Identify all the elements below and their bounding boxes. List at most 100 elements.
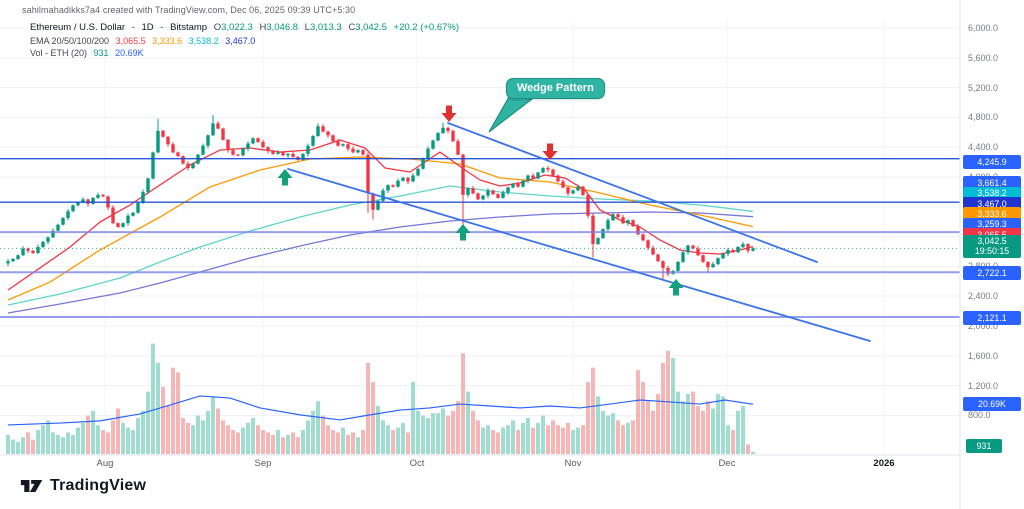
volume-bar bbox=[421, 415, 425, 454]
volume-legend-row[interactable]: Vol - ETH (20) 931 20.69K bbox=[30, 47, 459, 60]
volume-bar bbox=[136, 418, 140, 454]
volume-bar bbox=[96, 425, 100, 454]
tradingview-logo-text: TradingView bbox=[50, 477, 147, 494]
volume-bar bbox=[101, 430, 105, 454]
time-axis-label-nov[interactable]: Nov bbox=[564, 458, 582, 469]
interval-label[interactable]: 1D bbox=[141, 22, 154, 33]
price-tick-label: 2,400.0 bbox=[968, 291, 999, 302]
volume-bar bbox=[166, 406, 170, 454]
volume-bar bbox=[721, 396, 725, 454]
candle-body bbox=[631, 220, 635, 227]
volume-bar bbox=[346, 434, 350, 454]
volume-bar bbox=[716, 394, 720, 454]
price-level-badge: 2,121.1 bbox=[963, 311, 1021, 325]
candle-body bbox=[686, 245, 690, 253]
price-tick-label: 1,600.0 bbox=[968, 350, 999, 361]
price-axis[interactable]: 6,000.05,600.05,200.04,800.04,400.04,000… bbox=[960, 0, 1024, 509]
candle-body bbox=[366, 154, 370, 194]
candle-body bbox=[336, 141, 340, 146]
candle-body bbox=[406, 177, 410, 182]
volume-label: Vol - ETH (20) bbox=[30, 48, 88, 58]
ema-legend-row[interactable]: EMA 20/50/100/200 3,065.5 3,333.6 3,538.… bbox=[30, 35, 459, 48]
time-axis-label-dec[interactable]: Dec bbox=[718, 458, 736, 469]
candle-body bbox=[231, 150, 235, 155]
tradingview-logo-icon bbox=[20, 480, 43, 492]
volume-bar bbox=[636, 370, 640, 454]
candle-body bbox=[586, 194, 590, 216]
tradingview-logo[interactable]: TradingView bbox=[20, 476, 146, 496]
wedge-pattern-callout[interactable]: Wedge Pattern bbox=[506, 78, 605, 99]
volume-bar bbox=[376, 406, 380, 454]
volume-bar bbox=[21, 437, 25, 454]
volume-bar bbox=[486, 425, 490, 454]
time-axis-label-oct[interactable]: Oct bbox=[409, 458, 425, 469]
volume-bar bbox=[116, 408, 120, 454]
volume-bar bbox=[16, 442, 20, 454]
candle-body bbox=[201, 145, 205, 155]
candle-body bbox=[416, 168, 420, 176]
candle-body bbox=[91, 197, 95, 204]
ema200-value: 3,467.0 bbox=[225, 35, 256, 46]
price-tick-label: 4,400.0 bbox=[968, 142, 999, 153]
volume-bar bbox=[11, 439, 15, 454]
price-tick-label: 4,800.0 bbox=[968, 112, 999, 123]
volume-bar bbox=[61, 437, 65, 454]
candle-body bbox=[751, 248, 755, 251]
price-level-badge: 3,333.6 bbox=[963, 207, 1021, 221]
volume-bar bbox=[321, 415, 325, 454]
candle-body bbox=[486, 190, 490, 196]
candle-body bbox=[156, 130, 160, 153]
volume-bar bbox=[276, 430, 280, 454]
wedge-callout-tail bbox=[488, 96, 534, 133]
candle-body bbox=[456, 141, 460, 155]
time-axis[interactable]: Aug Sep Oct Nov Dec 2026 bbox=[0, 455, 960, 475]
candle-body bbox=[566, 187, 570, 194]
volume-bar bbox=[416, 410, 420, 454]
ema-label: EMA 20/50/100/200 bbox=[30, 35, 110, 46]
ema100-line bbox=[7, 185, 754, 306]
candle-body bbox=[266, 147, 270, 151]
volume-bar bbox=[176, 372, 180, 454]
candle-body bbox=[351, 148, 355, 153]
time-axis-label-aug[interactable]: Aug bbox=[96, 458, 114, 469]
volume-bar bbox=[476, 420, 480, 454]
volume-bar bbox=[701, 410, 705, 454]
volume-bar bbox=[56, 434, 60, 454]
volume-bar bbox=[336, 432, 340, 454]
volume-bar bbox=[686, 394, 690, 454]
candle-body bbox=[646, 240, 650, 248]
candle-body bbox=[311, 136, 315, 146]
volume-bar bbox=[731, 430, 735, 454]
volume-bar bbox=[541, 415, 545, 454]
candle-body bbox=[441, 127, 445, 134]
ema20-value: 3,065.5 bbox=[115, 35, 146, 46]
candle-body bbox=[141, 191, 145, 204]
candle-body bbox=[691, 245, 695, 249]
candle-body bbox=[431, 140, 435, 149]
candle-body bbox=[666, 267, 670, 274]
time-axis-label-2026[interactable]: 2026 bbox=[873, 458, 895, 469]
volume-bar bbox=[286, 434, 290, 454]
volume-ma-value: 20.69K bbox=[115, 48, 144, 58]
volume-bar bbox=[591, 367, 595, 454]
volume-bar bbox=[351, 432, 355, 454]
high-value: 3,046.8 bbox=[266, 22, 299, 33]
volume-bar bbox=[201, 420, 205, 454]
candle-body bbox=[661, 261, 665, 268]
candle-body bbox=[81, 199, 85, 203]
candle-body bbox=[306, 145, 310, 154]
time-axis-label-sep[interactable]: Sep bbox=[254, 458, 272, 469]
symbol-legend-row[interactable]: Ethereum / U.S. Dollar - 1D - Bitstamp O… bbox=[30, 22, 459, 35]
volume-bar bbox=[381, 420, 385, 454]
candle-body bbox=[551, 169, 555, 176]
candle-body bbox=[241, 148, 245, 156]
volume-bar bbox=[131, 430, 135, 454]
volume-bar bbox=[646, 401, 650, 454]
candle-body bbox=[356, 150, 360, 153]
ema200-line bbox=[7, 211, 754, 314]
volume-bar bbox=[46, 420, 50, 454]
candle-body bbox=[361, 150, 365, 155]
candle-body bbox=[301, 153, 305, 160]
candle-body bbox=[46, 237, 50, 242]
